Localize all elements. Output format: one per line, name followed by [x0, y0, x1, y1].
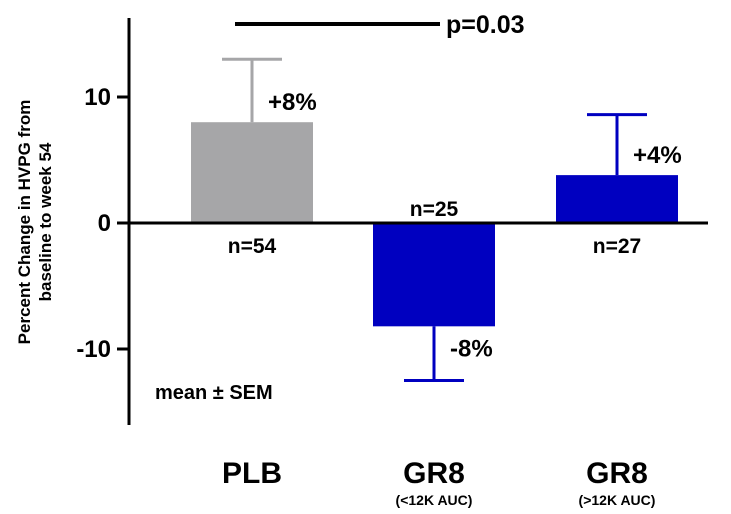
n-label: n=54 — [228, 235, 277, 258]
data-label: +4% — [633, 142, 682, 169]
significance-label: p=0.03 — [446, 11, 525, 39]
data-label: +8% — [268, 89, 317, 116]
y-axis: 10 0 -10 — [76, 18, 131, 425]
y-axis-label: Percent Change in HVPG from baseline to w… — [15, 100, 55, 345]
x-tick-label: GR8 — [403, 457, 465, 490]
bar — [556, 175, 678, 223]
x-tick-label: PLB — [222, 457, 282, 490]
bars-group — [191, 57, 678, 382]
n-label: n=25 — [410, 198, 459, 221]
y-tick-label: -10 — [76, 336, 111, 363]
labels-group: +8% n=54 PLB -8% n=25 GR8 (<12K AUC) +4% n=27 GR8… — [222, 89, 682, 508]
bar — [373, 223, 495, 327]
y-tick-label: 0 — [98, 210, 111, 237]
data-label: -8% — [450, 335, 493, 362]
y-tick-label: 10 — [84, 84, 111, 111]
x-tick-sublabel: (<12K AUC) — [396, 492, 473, 508]
n-label: n=27 — [593, 235, 641, 258]
mean-sem-annotation: mean ± SEM — [155, 382, 273, 404]
x-tick-sublabel: (>12K AUC) — [579, 492, 656, 508]
x-tick-label: GR8 — [586, 457, 648, 490]
bar — [191, 122, 313, 223]
